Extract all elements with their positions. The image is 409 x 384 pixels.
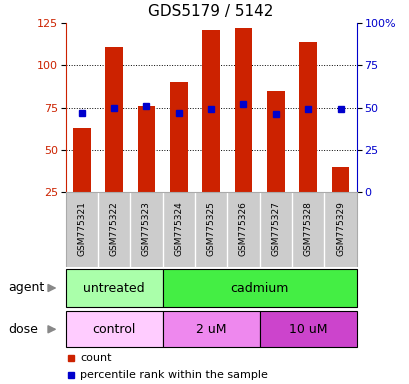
Bar	[259, 311, 356, 348]
Bar	[234, 28, 252, 192]
Bar	[266, 91, 284, 192]
Text: GSM775321: GSM775321	[77, 202, 86, 256]
Text: GSM775326: GSM775326	[238, 202, 247, 256]
Text: agent: agent	[8, 281, 44, 295]
Text: count: count	[80, 353, 111, 363]
Title: GDS5179 / 5142: GDS5179 / 5142	[148, 4, 273, 19]
Bar	[105, 47, 123, 192]
Text: 2 uM: 2 uM	[196, 323, 226, 336]
Text: 10 uM: 10 uM	[288, 323, 327, 336]
Text: GSM775323: GSM775323	[142, 202, 151, 256]
Text: untreated: untreated	[83, 281, 144, 295]
Bar	[65, 311, 162, 348]
Text: GSM775325: GSM775325	[206, 202, 215, 256]
Bar	[162, 311, 259, 348]
Text: GSM775329: GSM775329	[335, 202, 344, 256]
Text: cadmium: cadmium	[230, 281, 288, 295]
Bar	[202, 30, 220, 192]
Text: GSM775324: GSM775324	[174, 202, 183, 256]
Bar	[162, 269, 356, 307]
Bar	[331, 167, 348, 192]
Text: control: control	[92, 323, 135, 336]
Text: GSM775322: GSM775322	[109, 202, 118, 256]
Text: GSM775327: GSM775327	[271, 202, 280, 256]
Text: dose: dose	[8, 323, 38, 336]
Bar	[299, 41, 316, 192]
Bar	[73, 128, 90, 192]
Bar	[137, 106, 155, 192]
Text: GSM775328: GSM775328	[303, 202, 312, 256]
Text: percentile rank within the sample: percentile rank within the sample	[80, 370, 267, 381]
Bar	[169, 82, 187, 192]
Bar	[65, 269, 162, 307]
